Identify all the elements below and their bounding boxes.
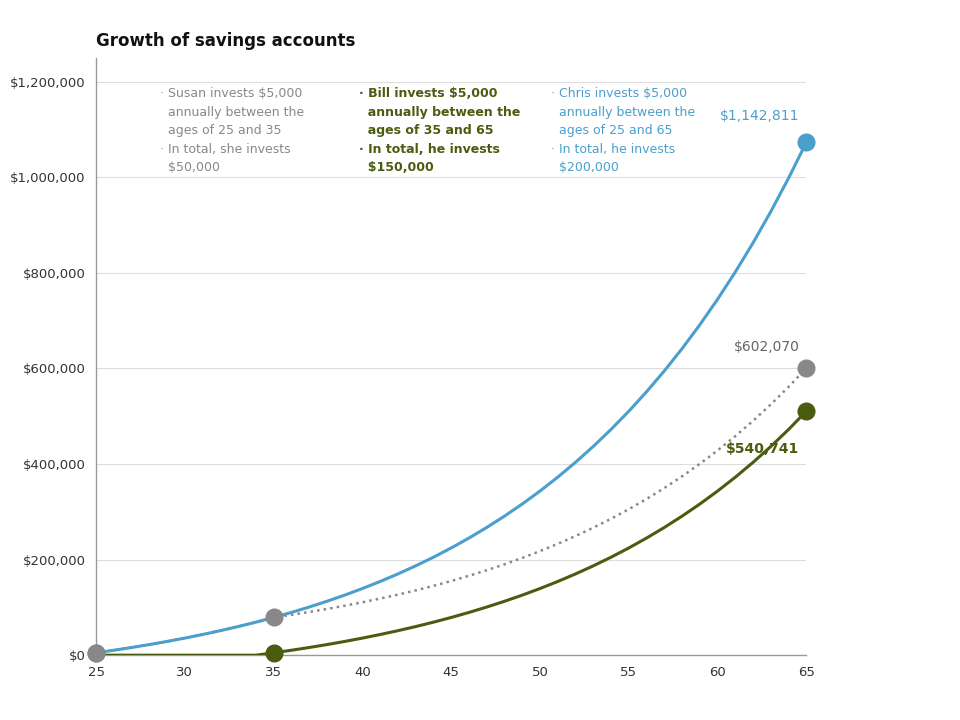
Text: · Chris invests $5,000
  annually between the
  ages of 25 and 65
· In total, he: · Chris invests $5,000 annually between … [551, 87, 695, 174]
Text: $602,070: $602,070 [733, 340, 800, 354]
Text: · Bill invests $5,000
  annually between the
  ages of 35 and 65
· In total, he : · Bill invests $5,000 annually between t… [359, 87, 520, 174]
Text: $540,741: $540,741 [726, 442, 800, 456]
Text: · Susan invests $5,000
  annually between the
  ages of 25 and 35
· In total, sh: · Susan invests $5,000 annually between … [160, 87, 304, 174]
Text: Growth of savings accounts: Growth of savings accounts [96, 32, 355, 50]
Text: $1,142,811: $1,142,811 [720, 109, 800, 123]
